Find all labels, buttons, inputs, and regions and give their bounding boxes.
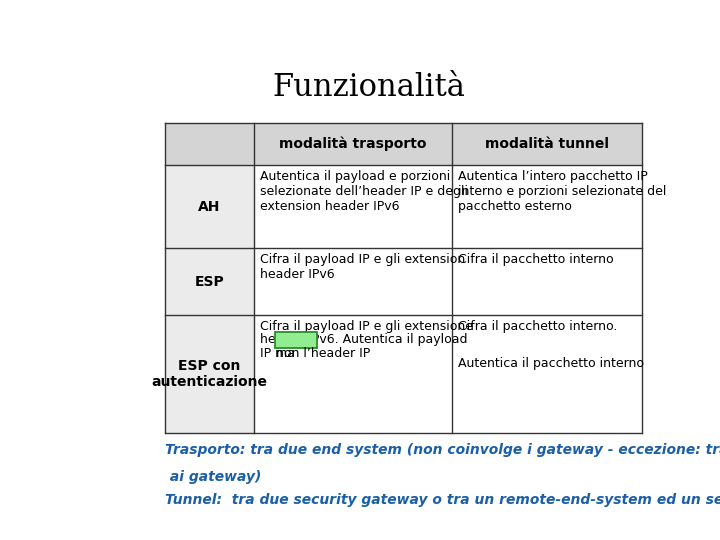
Bar [253,165,451,248]
Text: Cifra il pacchetto interno: Cifra il pacchetto interno [459,253,614,266]
Text: Autentica l’intero pacchetto IP
interno e porzioni selezionate del
pacchetto est: Autentica l’intero pacchetto IP interno … [459,170,667,213]
Text: Tunnel:  tra due security gateway o tra un remote-end-system ed un security gate: Tunnel: tra due security gateway o tra u… [166,493,720,507]
Text: non l’header IP: non l’header IP [276,347,370,360]
Text: ai gateway): ai gateway) [166,470,261,484]
Text: Cifra il payload IP e gli extensione: Cifra il payload IP e gli extensione [261,320,473,333]
Text: ESP con
autenticazione: ESP con autenticazione [151,359,267,389]
Text: ESP: ESP [194,275,225,289]
Bar [166,248,253,315]
Text: Cifra il pacchetto interno.: Cifra il pacchetto interno. [459,320,618,333]
Bar [253,123,451,165]
Text: header IPv6. Autentica il payload: header IPv6. Autentica il payload [261,333,468,346]
Text: Funzionalità: Funzionalità [273,72,465,103]
Bar [166,123,253,165]
Text: Autentica il pacchetto interno: Autentica il pacchetto interno [459,357,644,370]
Text: modalità trasporto: modalità trasporto [279,137,426,151]
Bar [451,165,642,248]
Text: modalità tunnel: modalità tunnel [485,137,609,151]
Bar [451,123,642,165]
Bar [166,165,253,248]
Text: Trasporto: tra due end system (non coinvolge i gateway - eccezione: traffico des: Trasporto: tra due end system (non coinv… [166,443,720,457]
Text: Autentica il payload e porzioni
selezionate dell’header IP e degli
extension hea: Autentica il payload e porzioni selezion… [261,170,468,213]
Text: Cifra il payload IP e gli extension
header IPv6: Cifra il payload IP e gli extension head… [261,253,466,281]
Bar [451,248,642,315]
Bar [253,248,451,315]
Bar [451,315,642,433]
Bar [275,332,317,348]
Bar [253,315,451,433]
Bar [166,315,253,433]
Text: AH: AH [198,200,220,214]
Text: IP ma: IP ma [261,347,300,360]
